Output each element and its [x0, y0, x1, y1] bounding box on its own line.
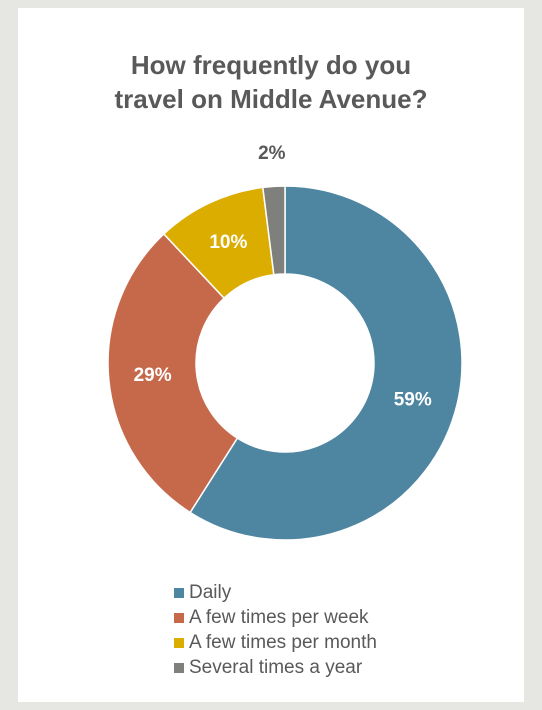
- donut-slice-several-times-a-year: [261, 185, 286, 276]
- legend-label-several-times-a-year: Several times a year: [189, 657, 363, 678]
- legend-label-daily: Daily: [189, 582, 232, 603]
- chart-legend: Daily A few times per week A few times p…: [174, 580, 377, 680]
- donut-slice-daily: [189, 185, 463, 541]
- data-label-few-times-per-week: 29%: [134, 365, 172, 386]
- legend-swatch-daily: [174, 587, 184, 598]
- legend-item-several-times-a-year: Several times a year: [174, 655, 377, 680]
- legend-label-few-times-per-month: A few times per month: [189, 632, 377, 653]
- data-label-few-times-per-month: 10%: [209, 232, 247, 253]
- legend-swatch-few-times-per-month: [174, 637, 184, 648]
- donut-slice-few-times-per-week: [107, 232, 239, 514]
- chart-card: How frequently do you travel on Middle A…: [18, 8, 524, 702]
- legend-item-few-times-per-week: A few times per week: [174, 605, 377, 630]
- data-label-several-times-a-year: 2%: [258, 143, 286, 164]
- legend-label-few-times-per-week: A few times per week: [189, 607, 369, 628]
- legend-swatch-several-times-a-year: [174, 662, 184, 673]
- chart-title-line-2: travel on Middle Avenue?: [114, 84, 428, 114]
- legend-item-daily: Daily: [174, 580, 377, 605]
- donut-chart: 59% 29% 10% 2%: [107, 143, 463, 541]
- legend-swatch-few-times-per-week: [174, 612, 184, 623]
- legend-item-few-times-per-month: A few times per month: [174, 630, 377, 655]
- chart-title: How frequently do you travel on Middle A…: [18, 48, 524, 116]
- chart-title-line-1: How frequently do you: [130, 50, 412, 80]
- data-label-daily: 59%: [394, 390, 432, 411]
